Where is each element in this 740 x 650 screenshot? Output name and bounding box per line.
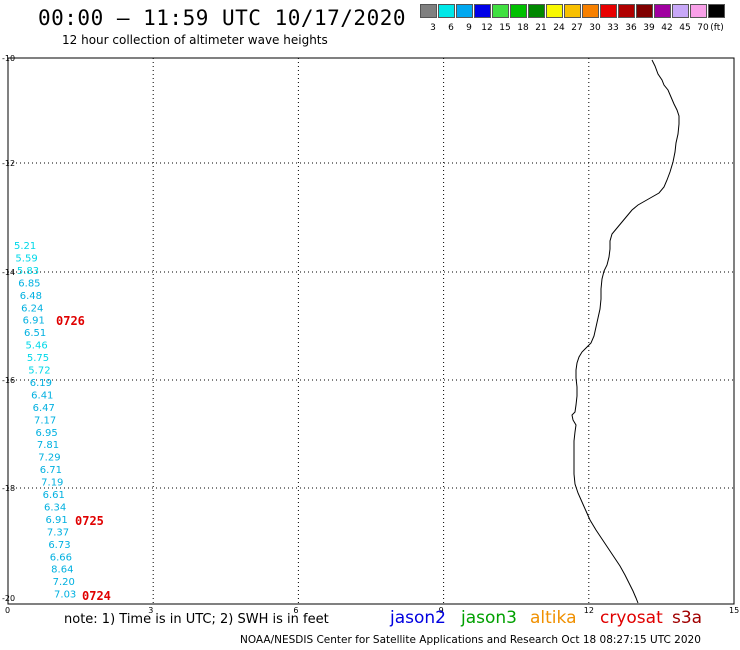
scale-swatch (420, 4, 437, 18)
scale-swatch (600, 4, 617, 18)
wave-height-label: 6.61 (43, 490, 65, 501)
wave-height-label: 6.66 (50, 552, 72, 563)
scale-swatch (510, 4, 527, 18)
graticule-grid (8, 58, 734, 604)
map-title: 00:00 – 11:59 UTC 10/17/2020 (38, 6, 407, 30)
scale-swatch (492, 4, 509, 18)
scale-label: 30 (589, 23, 601, 33)
wave-height-label: 6.24 (21, 303, 43, 314)
wave-height-label: 6.34 (44, 502, 66, 513)
wave-height-label: 6.41 (31, 390, 53, 401)
scale-swatch (582, 4, 599, 18)
scale-label: 3 (430, 23, 436, 33)
satellite-legend-altika: altika (530, 608, 577, 628)
wave-height-label: 7.37 (47, 527, 69, 538)
y-tick-label: -10 (2, 54, 15, 63)
x-tick-label: 3 (148, 606, 153, 615)
map-subtitle: 12 hour collection of altimeter wave hei… (62, 33, 328, 47)
wave-height-label: 6.95 (35, 428, 57, 439)
wave-height-label: 5.75 (27, 353, 49, 364)
scale-label: 36 (625, 23, 637, 33)
wave-height-label: 6.91 (23, 316, 45, 327)
coastline (571, 59, 680, 604)
scale-label: 45 (679, 23, 691, 33)
wave-height-label: 7.20 (53, 577, 75, 588)
wave-height-label: 6.47 (33, 403, 55, 414)
scale-label: 18 (517, 23, 529, 33)
y-tick-label: -16 (2, 376, 15, 385)
wave-height-label: 7.03 (54, 590, 76, 601)
scale-label: 27 (571, 23, 583, 33)
pass-time-label: 0726 (56, 314, 85, 328)
scale-label: 42 (661, 23, 673, 33)
scale-label: 15 (499, 23, 511, 33)
units-note: note: 1) Time is in UTC; 2) SWH is in fe… (64, 612, 329, 627)
scale-swatch (564, 4, 581, 18)
wave-height-label: 6.19 (30, 378, 52, 389)
wave-height-label: 8.64 (51, 565, 73, 576)
scale-label: 24 (553, 23, 565, 33)
pass-time-label: 0724 (82, 589, 111, 603)
satellite-legend-jason3: jason3 (461, 608, 517, 628)
satellite-legend-jason2: jason2 (390, 608, 446, 628)
scale-swatch (690, 4, 707, 18)
scale-label: 12 (481, 23, 493, 33)
x-tick-label: 15 (729, 606, 739, 615)
scale-swatch (528, 4, 545, 18)
scale-label: 70 (697, 23, 709, 33)
latitude-tick-labels: -10 -12 -14 -16 -18 -20 (2, 54, 15, 603)
longitude-tick-labels: 0 3 6 9 12 15 (5, 606, 739, 615)
wave-height-label: 6.91 (45, 515, 67, 526)
scale-label: 6 (448, 23, 454, 33)
wave-height-label: 7.17 (34, 415, 56, 426)
scale-label: 9 (466, 23, 472, 33)
y-tick-label: -18 (2, 484, 15, 493)
x-tick-label: 6 (293, 606, 298, 615)
scale-swatch (654, 4, 671, 18)
wave-height-label: 5.72 (28, 366, 50, 377)
satellite-legend-cryosat: cryosat (600, 608, 663, 628)
wave-height-label: 7.81 (37, 440, 59, 451)
x-tick-label: 0 (5, 606, 10, 615)
wave-height-label: 7.19 (41, 478, 63, 489)
y-tick-label: -14 (2, 268, 15, 277)
wave-height-label: 5.83 (17, 266, 39, 277)
wave-height-label: 5.59 (15, 253, 37, 264)
pass-time-label: 0725 (75, 514, 104, 528)
wave-height-label: 5.46 (25, 341, 47, 352)
y-tick-label: -12 (2, 159, 15, 168)
scale-swatch (708, 4, 725, 18)
scale-label: 39 (643, 23, 655, 33)
scale-unit: (ft) (710, 23, 724, 33)
wave-height-label: 6.73 (48, 540, 70, 551)
scale-label: 21 (535, 23, 547, 33)
scale-swatch (456, 4, 473, 18)
scale-swatch (438, 4, 455, 18)
observation-labels: 5.215.595.836.856.486.246.916.515.465.75… (14, 241, 76, 601)
pass-time-labels: 0726 0725 0724 (56, 314, 111, 603)
scale-swatch (636, 4, 653, 18)
credit-line: NOAA/NESDIS Center for Satellite Applica… (240, 634, 701, 646)
x-tick-label: 9 (439, 606, 444, 615)
wave-height-label: 6.51 (24, 328, 46, 339)
y-tick-label: -20 (2, 594, 15, 603)
map-frame (7, 57, 735, 605)
scale-swatch (618, 4, 635, 18)
wave-height-label: 7.29 (38, 453, 60, 464)
wave-height-label: 6.71 (40, 465, 62, 476)
wave-height-label: 6.85 (18, 278, 40, 289)
scale-label: 33 (607, 23, 619, 33)
wave-height-label: 6.48 (20, 291, 42, 302)
scale-swatch (672, 4, 689, 18)
wave-height-label: 5.21 (14, 241, 36, 252)
satellite-legend-s3a: s3a (672, 608, 703, 628)
x-tick-label: 12 (584, 606, 594, 615)
scale-swatch (474, 4, 491, 18)
scale-swatch (546, 4, 563, 18)
